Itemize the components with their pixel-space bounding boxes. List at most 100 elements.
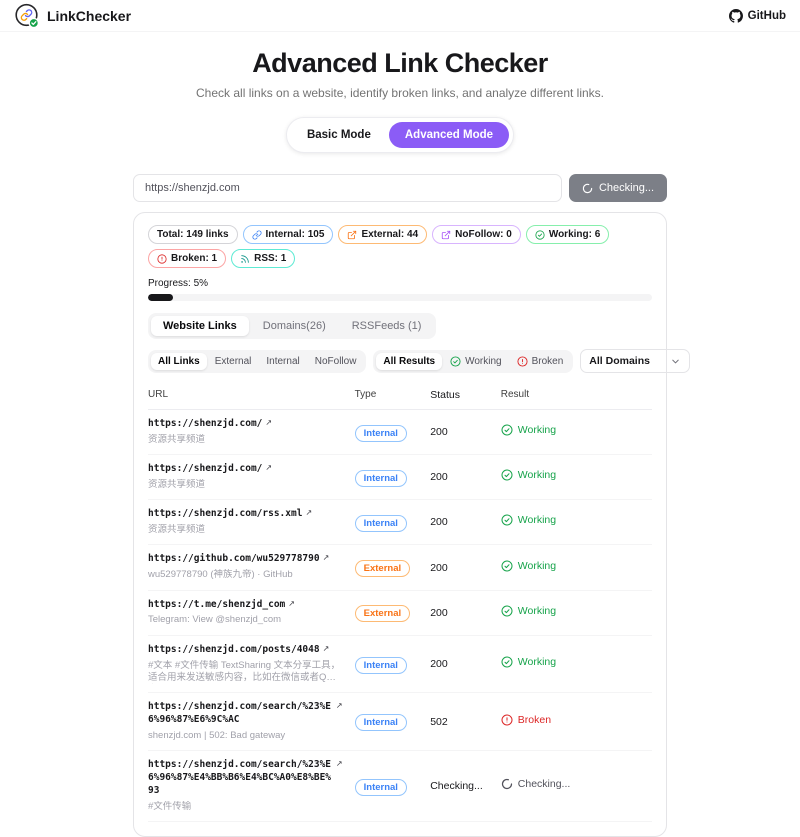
external-arrow-icon[interactable]: ↗	[335, 701, 343, 711]
link-url[interactable]: https://shenzjd.com/posts/4048	[148, 643, 320, 655]
stat-badge: Internal: 105	[242, 225, 334, 244]
stat-label: Broken: 1	[171, 253, 218, 264]
stat-label: External: 44	[361, 229, 419, 240]
result-value: Working	[501, 559, 556, 572]
link-url[interactable]: https://shenzjd.com/	[148, 463, 263, 475]
result-cell: Working	[501, 423, 652, 441]
mode-button[interactable]: Basic Mode	[291, 122, 387, 148]
result-label: Checking...	[517, 778, 571, 791]
alert-circle-icon	[157, 254, 167, 264]
filter-label: External	[214, 355, 252, 367]
type-badge: Internal	[354, 514, 407, 532]
link-type-filter-button[interactable]: All Links	[151, 352, 207, 370]
external-arrow-icon[interactable]: ↗	[335, 759, 343, 769]
stat-badge: Broken: 1	[148, 249, 227, 268]
link-title: #文件传输	[148, 800, 192, 812]
link-type-filter-button[interactable]: NoFollow	[308, 353, 364, 370]
result-cell: Working	[501, 468, 652, 486]
type-badge: Internal	[354, 656, 407, 674]
table-row: https://shenzjd.com/ ↗ 资源共享频道 Internal 2…	[148, 455, 652, 501]
result-value: Checking...	[501, 778, 571, 791]
result-filter-button[interactable]: All Results	[376, 352, 443, 370]
table-row: https://shenzjd.com/ ↗ 资源共享频道 Internal 2…	[148, 410, 652, 456]
github-link[interactable]: GitHub	[729, 9, 786, 23]
spinner-icon	[582, 183, 593, 194]
brand-name: LinkChecker	[47, 7, 132, 24]
url-cell: https://t.me/shenzjd_com ↗ Telegram: Vie…	[148, 599, 355, 627]
mode-toggle: Basic Mode Advanced Mode	[285, 117, 515, 153]
table-row: https://github.com/wu529778790 ↗ wu52977…	[148, 545, 652, 591]
stats-row: Total: 149 links Internal: 105 External:…	[148, 225, 652, 268]
link-type-filter-button[interactable]: Internal	[259, 353, 306, 370]
link-url[interactable]: https://github.com/wu529778790	[148, 553, 320, 565]
result-value: Working	[501, 424, 556, 437]
progress-fill	[148, 294, 174, 301]
col-header-status: Status	[430, 389, 460, 401]
filter-label: All Results	[383, 355, 436, 367]
tab[interactable]: RSSFeeds (1)	[340, 316, 434, 336]
filters-row: All Links External Internal NoFollow All…	[148, 349, 691, 373]
result-value: Broken	[501, 713, 551, 726]
result-value: Working	[501, 469, 556, 482]
result-cell: Working	[501, 655, 652, 673]
check-circle-icon	[501, 560, 513, 572]
link-title: wu529778790 (神族九帝) · GitHub	[148, 569, 293, 581]
domain-select[interactable]: All Domains	[580, 349, 691, 373]
filter-label: Broken	[531, 355, 564, 367]
link-url[interactable]: https://shenzjd.com/	[148, 418, 263, 429]
external-arrow-icon[interactable]: ↗	[265, 463, 273, 473]
link-url[interactable]: https://t.me/shenzjd_com	[148, 598, 286, 610]
result-filter-button[interactable]: Broken	[510, 353, 571, 370]
progress-bar	[148, 294, 652, 301]
check-circle-icon	[450, 356, 461, 367]
stat-label: NoFollow: 0	[455, 229, 512, 240]
mode-button[interactable]: Advanced Mode	[388, 122, 510, 148]
external-arrow-icon[interactable]: ↗	[322, 553, 330, 563]
table-row: https://shenzjd.com/rss.xml ↗ 资源共享频道 Int…	[148, 500, 652, 546]
external-link-icon	[347, 230, 357, 240]
result-value: Working	[501, 604, 557, 617]
result-cell: Working	[501, 604, 652, 622]
result-label: Working	[517, 514, 557, 527]
table-row: https://t.me/shenzjd_com ↗ Telegram: Vie…	[148, 591, 652, 636]
type-badge: External	[354, 560, 411, 578]
results-card: Total: 149 links Internal: 105 External:…	[133, 212, 691, 837]
tab[interactable]: Domains(26)	[251, 316, 338, 336]
url-input[interactable]	[133, 174, 562, 202]
link-url[interactable]: https://shenzjd.com/rss.xml	[148, 508, 303, 520]
url-cell: https://shenzjd.com/search/%23%E6%96%87%…	[148, 759, 355, 813]
status-cell: 200	[430, 606, 448, 619]
result-value: Working	[501, 656, 556, 669]
link-url[interactable]: https://shenzjd.com/search/%23%E6%96%87%…	[148, 759, 332, 796]
status-cell: 200	[430, 426, 448, 439]
tabs: Website Links Domains(26) RSSFeeds (1)	[148, 313, 437, 339]
progress-label: Progress: 5%	[148, 278, 209, 289]
stat-label: Total: 149 links	[157, 229, 229, 240]
result-cell: Working	[501, 559, 652, 577]
tab[interactable]: Website Links	[151, 316, 249, 336]
link-type-filter-button[interactable]: External	[208, 353, 259, 370]
link-url[interactable]: https://shenzjd.com/search/%23%E6%96%87%…	[148, 701, 332, 726]
brand: LinkChecker	[14, 3, 131, 29]
url-cell: https://shenzjd.com/search/%23%E6%96%87%…	[148, 701, 355, 742]
external-link-icon	[441, 230, 451, 240]
type-cell: Internal	[354, 655, 431, 674]
type-cell: Internal	[354, 777, 431, 796]
status-cell: 200	[430, 658, 448, 671]
url-cell: https://github.com/wu529778790 ↗ wu52977…	[148, 553, 355, 581]
type-cell: External	[354, 603, 431, 623]
result-cell: Working	[501, 513, 652, 531]
check-button[interactable]: Checking...	[568, 174, 667, 202]
check-circle-icon	[501, 424, 513, 436]
result-filter-button[interactable]: Working	[443, 353, 509, 370]
result-cell: Checking...	[501, 777, 652, 795]
type-cell: Internal	[354, 712, 431, 732]
external-arrow-icon[interactable]: ↗	[305, 508, 313, 518]
external-arrow-icon[interactable]: ↗	[322, 643, 330, 653]
external-arrow-icon[interactable]: ↗	[265, 418, 273, 427]
github-label: GitHub	[747, 9, 786, 22]
result-label: Working	[517, 604, 557, 617]
url-cell: https://shenzjd.com/ ↗ 资源共享频道	[148, 463, 355, 491]
external-arrow-icon[interactable]: ↗	[288, 598, 295, 608]
stat-label: Working: 6	[548, 229, 601, 240]
